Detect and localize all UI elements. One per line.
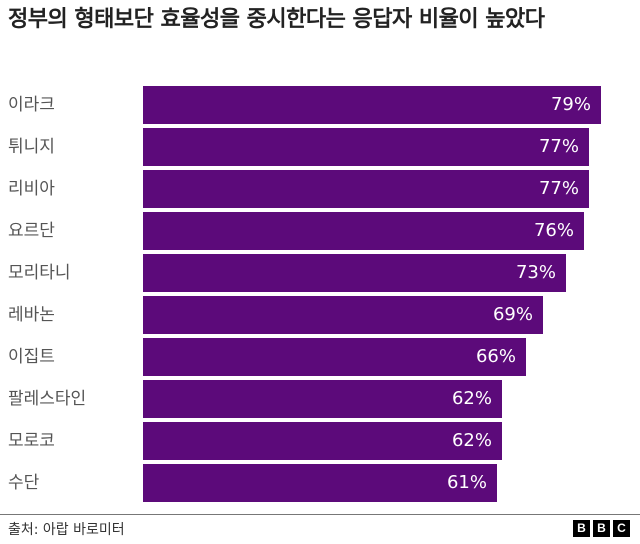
- chart-row: 이라크 79%: [0, 86, 640, 124]
- bar: 66%: [143, 338, 526, 376]
- value-label: 62%: [451, 430, 492, 451]
- category-label: 레바논: [8, 305, 55, 325]
- bar: 77%: [143, 170, 589, 208]
- category-label: 팔레스타인: [8, 389, 87, 409]
- value-label: 79%: [550, 94, 591, 115]
- bar: 77%: [143, 128, 589, 166]
- logo-letter: C: [613, 520, 630, 537]
- value-label: 77%: [538, 178, 579, 199]
- bar: 73%: [143, 254, 566, 292]
- chart-row: 팔레스타인 62%: [0, 380, 640, 418]
- value-label: 76%: [533, 220, 574, 241]
- bar: 62%: [143, 422, 502, 460]
- category-label: 리비아: [8, 179, 55, 199]
- category-label: 이라크: [8, 95, 55, 115]
- bar: 62%: [143, 380, 502, 418]
- chart-row: 모로코 62%: [0, 422, 640, 460]
- logo-letter: B: [573, 520, 590, 537]
- footer-divider: [0, 514, 640, 515]
- chart-title: 정부의 형태보단 효율성을 중시한다는 응답자 비율이 높았다: [8, 7, 545, 32]
- category-label: 이집트: [8, 347, 55, 367]
- value-label: 73%: [515, 262, 556, 283]
- chart-row: 모리타니 73%: [0, 254, 640, 292]
- bar: 76%: [143, 212, 584, 250]
- chart-row: 튀니지 77%: [0, 128, 640, 166]
- value-label: 62%: [451, 388, 492, 409]
- value-label: 69%: [492, 304, 533, 325]
- bbc-logo: B B C: [573, 520, 630, 537]
- category-label: 수단: [8, 473, 40, 493]
- category-label: 요르단: [8, 221, 55, 241]
- chart-row: 이집트 66%: [0, 338, 640, 376]
- value-label: 77%: [538, 136, 579, 157]
- chart-row: 레바논 69%: [0, 296, 640, 334]
- value-label: 66%: [475, 346, 516, 367]
- bar: 61%: [143, 464, 497, 502]
- value-label: 61%: [446, 472, 487, 493]
- category-label: 모로코: [8, 431, 55, 451]
- source-note: 출처: 아랍 바로미터: [8, 522, 125, 538]
- chart-row: 리비아 77%: [0, 170, 640, 208]
- bar: 79%: [143, 86, 601, 124]
- chart-row: 수단 61%: [0, 464, 640, 502]
- logo-letter: B: [593, 520, 610, 537]
- category-label: 모리타니: [8, 263, 71, 283]
- bar: 69%: [143, 296, 543, 334]
- chart-row: 요르단 76%: [0, 212, 640, 250]
- category-label: 튀니지: [8, 137, 55, 157]
